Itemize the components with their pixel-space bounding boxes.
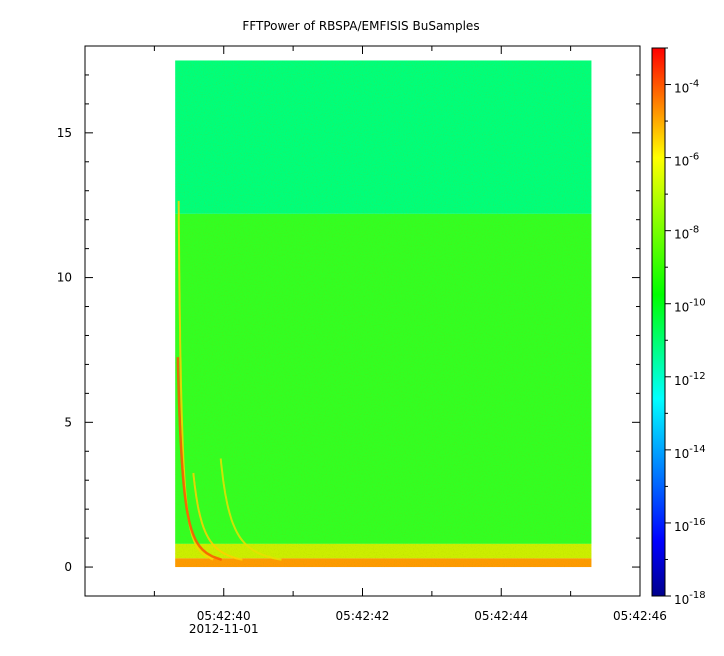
colorbar-tick-label: 10-16	[674, 517, 706, 534]
whistler-trace-3	[219, 458, 282, 561]
colorbar-tick-label: 10-8	[674, 225, 699, 242]
y-tick-label: 10	[57, 271, 72, 285]
colorbar-tick-label: 10-4	[674, 79, 699, 96]
y-tick-label: 0	[64, 560, 72, 574]
colorbar-frame	[651, 47, 666, 597]
x-date-label: 2012-11-01	[189, 622, 259, 636]
colorbar-tick-label: 10-12	[674, 371, 706, 388]
x-tick-label: 05:42:44	[474, 609, 528, 623]
plot-area: 0 5 10 15 05:42:40 05:42:42 05:42:44 05:42:46 20…	[57, 45, 667, 636]
colorbar-tick-label: 10-14	[674, 444, 706, 461]
spectrogram-texture	[175, 60, 592, 568]
colorbar-tick-label: 10-10	[674, 298, 706, 315]
y-tick-label: 5	[64, 415, 72, 429]
whistler-trace-1	[176, 357, 223, 561]
x-tick-label: 05:42:42	[336, 609, 390, 623]
colorbar: 10-4 10-6 10-8 10-10 10-12 10-14 10-16 10-18	[651, 47, 706, 607]
chart-title: FFTPower of RBSPA/EMFISIS BuSamples	[242, 19, 479, 33]
x-tick-label: 05:42:46	[613, 609, 667, 623]
colorbar-tick-label: 10-6	[674, 152, 699, 169]
colorbar-gradient	[652, 48, 665, 596]
x-tick-label: 05:42:40	[197, 609, 251, 623]
y-tick-label: 15	[57, 126, 72, 140]
whistler-trace-2	[192, 472, 243, 561]
colorbar-tick-label: 10-18	[674, 590, 706, 607]
